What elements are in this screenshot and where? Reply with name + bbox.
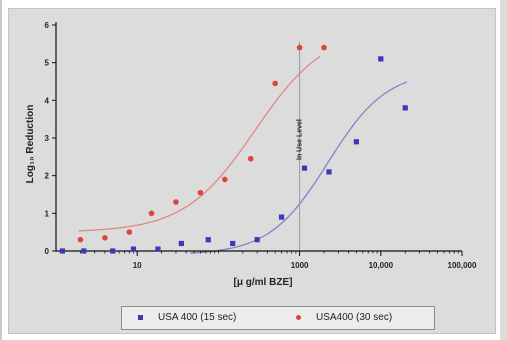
x-tick-label: 100,000: [448, 261, 477, 270]
legend-entry-series-1: USA 400 (15 sec): [138, 312, 236, 323]
legend-label-series-2: USA400 (30 sec): [316, 312, 393, 323]
data-point-series-2: [321, 44, 327, 51]
data-point-series-1: [301, 165, 308, 171]
legend-label-series-1: USA 400 (15 sec): [158, 312, 237, 323]
data-point-series-2: [247, 155, 254, 162]
data-point-series-2: [272, 80, 278, 87]
data-point-series-1: [205, 237, 211, 243]
y-tick-label: 5: [45, 59, 50, 68]
data-point-series-2: [148, 210, 155, 217]
data-point-series-1: [353, 139, 359, 145]
y-tick-label: 2: [45, 172, 50, 181]
data-point-series-2: [126, 229, 133, 235]
axes: 0 1 2 3 4 5 6 10 1000 10,000 100,000: [45, 21, 477, 270]
y-tick-label: 3: [45, 134, 50, 143]
y-tick-label: 1: [45, 209, 50, 218]
data-point-series-1: [130, 246, 137, 252]
fit-curves: [78, 55, 408, 254]
data-point-series-2: [197, 189, 204, 196]
fit-curve-series-2: [78, 55, 321, 232]
data-point-series-2: [77, 236, 84, 243]
data-point-series-1: [178, 240, 184, 247]
data-points: [59, 44, 408, 254]
data-point-series-1: [155, 246, 161, 252]
data-point-series-2: [222, 176, 228, 183]
legend-marker-series-1: [138, 315, 143, 320]
x-tick-label: 1000: [291, 261, 309, 270]
data-point-series-1: [59, 248, 66, 254]
data-point-series-2: [296, 44, 303, 51]
data-point-series-1: [81, 248, 87, 254]
data-point-series-1: [278, 214, 285, 220]
fit-curve-series-1: [190, 81, 408, 254]
data-point-series-2: [173, 199, 179, 205]
plot-panel: [8, 8, 496, 334]
data-point-series-1: [402, 105, 408, 111]
x-axis-title: [μ g/ml BZE]: [234, 277, 293, 288]
legend-entry-series-2: USA400 (30 sec): [296, 312, 392, 323]
data-point-series-1: [326, 169, 332, 175]
data-point-series-1: [110, 248, 116, 254]
legend-marker-series-2: [296, 315, 301, 320]
x-tick-label: 10,000: [369, 261, 394, 270]
y-axis-title: Log₁₀ Reduction: [25, 105, 36, 184]
in-use-level-label: In Use Level: [297, 119, 304, 160]
data-point-series-2: [102, 235, 108, 241]
left-border-rule: [0, 0, 2, 340]
data-point-series-1: [230, 240, 236, 247]
y-tick-label: 4: [45, 96, 50, 105]
legend: USA 400 (15 sec) USA400 (30 sec): [121, 306, 435, 330]
x-tick-label: 10: [133, 261, 142, 270]
data-point-series-1: [378, 56, 384, 62]
data-point-series-1: [254, 237, 260, 243]
y-tick-label: 0: [45, 247, 50, 256]
y-tick-label: 6: [45, 21, 50, 30]
right-border-rule: [500, 0, 507, 340]
